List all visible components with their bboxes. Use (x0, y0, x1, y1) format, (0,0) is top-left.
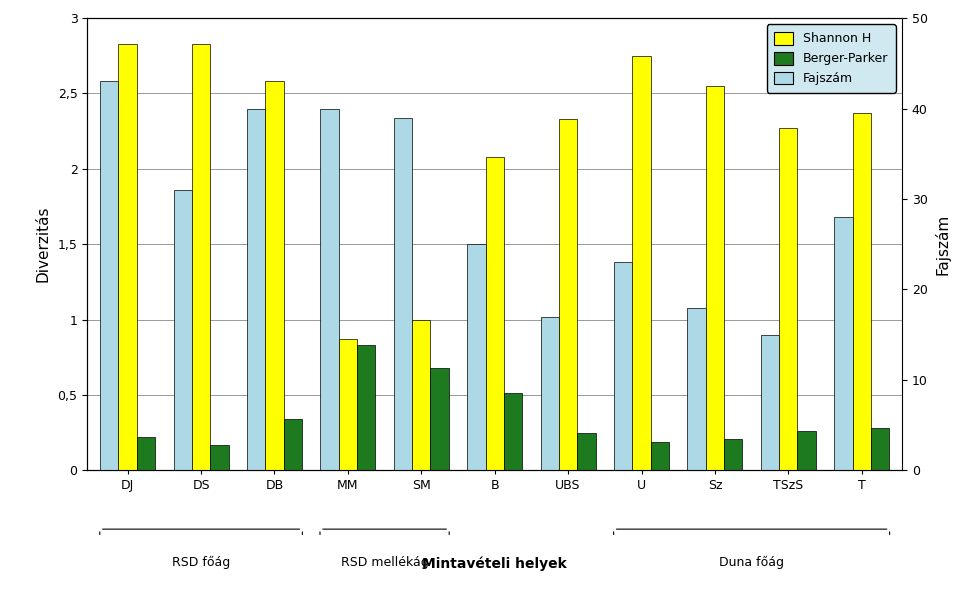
Text: RSD főág: RSD főág (172, 556, 230, 569)
Bar (393, 118, 412, 470)
Bar (338, 339, 357, 470)
Bar (412, 320, 430, 470)
Bar (540, 317, 558, 470)
Bar (100, 81, 118, 470)
Bar (320, 109, 338, 470)
Bar (430, 368, 449, 470)
Text: Mintavételi helyek: Mintavételi helyek (422, 556, 567, 571)
Bar (833, 217, 852, 470)
Bar (283, 419, 301, 470)
Bar (210, 445, 229, 470)
Bar (778, 128, 797, 470)
Bar (118, 43, 137, 470)
Bar (357, 345, 375, 470)
Legend: Shannon H, Berger-Parker, Fajszám: Shannon H, Berger-Parker, Fajszám (766, 24, 895, 93)
Text: RSD mellékág: RSD mellékág (340, 556, 428, 569)
Bar (870, 428, 889, 470)
Bar (577, 433, 595, 470)
Bar (558, 119, 577, 470)
Bar (173, 190, 192, 470)
Bar (247, 109, 266, 470)
Bar (192, 43, 210, 470)
Bar (266, 81, 283, 470)
Bar (632, 56, 650, 470)
Bar (723, 439, 741, 470)
Bar (687, 308, 705, 470)
Y-axis label: Diverzitás: Diverzitás (36, 206, 50, 282)
Bar (613, 262, 632, 470)
Bar (137, 437, 155, 470)
Bar (650, 441, 669, 470)
Y-axis label: Fajszám: Fajszám (934, 213, 950, 275)
Bar (503, 393, 521, 470)
Bar (467, 244, 485, 470)
Bar (485, 157, 503, 470)
Text: Duna főág: Duna főág (718, 556, 783, 569)
Bar (760, 335, 778, 470)
Bar (705, 86, 723, 470)
Bar (852, 113, 870, 470)
Bar (797, 431, 815, 470)
